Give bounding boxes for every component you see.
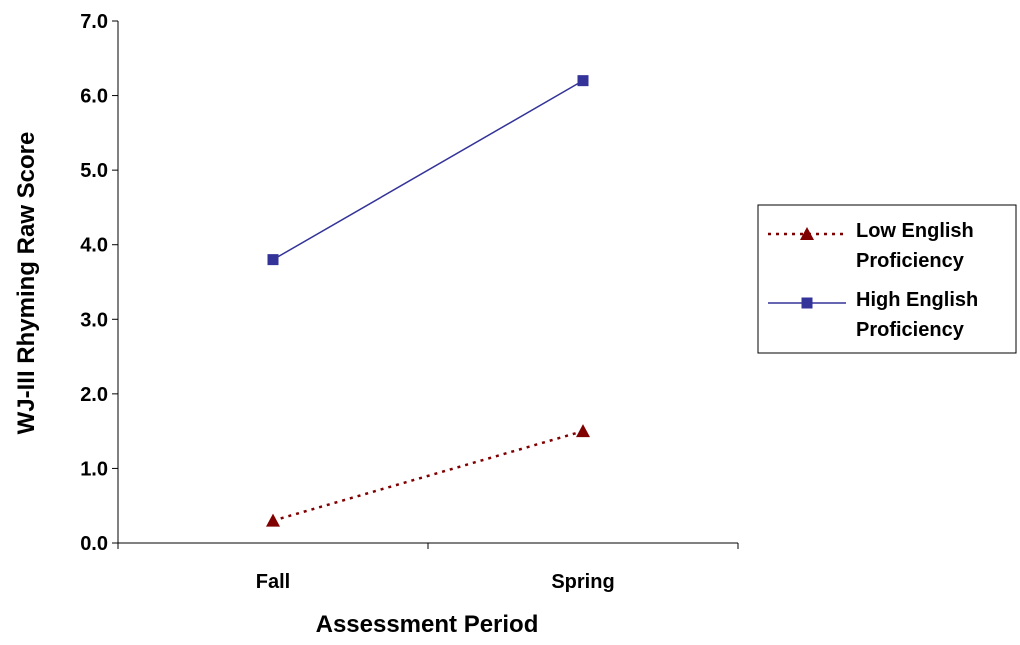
data-point — [267, 254, 279, 266]
series-2 — [267, 75, 589, 266]
legend-label: Proficiency — [856, 250, 965, 272]
legend-label: High English — [856, 289, 978, 311]
series-line — [272, 429, 584, 522]
data-point — [576, 424, 590, 438]
data-point — [577, 75, 589, 87]
data-point — [266, 513, 280, 527]
y-tick-label: 5.0 — [80, 160, 108, 182]
y-tick-label: 6.0 — [80, 86, 108, 108]
y-tick-label: 4.0 — [80, 235, 108, 257]
legend-marker — [800, 227, 814, 240]
y-tick-label: 2.0 — [80, 384, 108, 406]
x-axis: Fall Spring — [117, 542, 739, 593]
legend: Low English Proficiency High English Profic… — [757, 204, 1017, 354]
legend-box — [757, 204, 1017, 354]
x-axis-title: Assessment Period — [316, 611, 539, 638]
x-tick-label: Fall — [256, 571, 290, 593]
y-axis-title: WJ-III Rhyming Raw Score — [13, 132, 40, 435]
series-1 — [266, 424, 590, 527]
legend-marker — [801, 297, 813, 309]
legend-label: Proficiency — [856, 319, 965, 341]
y-axis: 0.0 1.0 2.0 3.0 4.0 5.0 6.0 7.0 — [80, 11, 119, 555]
y-tick-label: 7.0 — [80, 11, 108, 33]
series-layer — [266, 75, 590, 527]
y-tick-label: 3.0 — [80, 309, 108, 331]
x-tick-label: Spring — [551, 571, 614, 593]
series-line — [272, 80, 584, 261]
legend-label: Low English — [856, 220, 974, 242]
y-tick-label: 1.0 — [80, 458, 108, 480]
y-tick-label: 0.0 — [80, 533, 108, 555]
